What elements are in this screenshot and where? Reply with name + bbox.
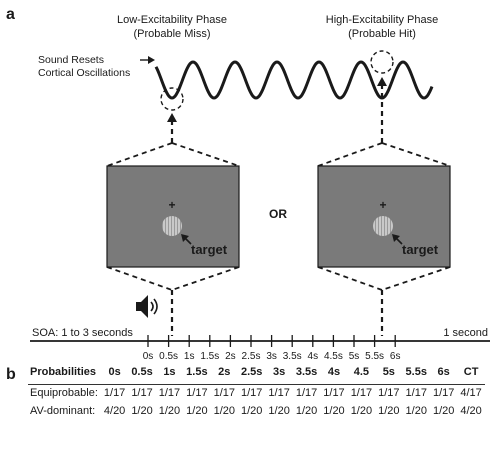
- table-cell: 1/20: [158, 405, 181, 417]
- table-header-cell: 0s: [108, 366, 121, 378]
- table-header-cell: 6s: [437, 366, 450, 378]
- table-cell: 1/20: [405, 405, 427, 417]
- panel-b-letter: b: [6, 366, 16, 383]
- probability-table-wrap: Probabilities 0s 0.5s 1s 1.5s 2s 2.5s 3s 3.5s 4s 4…: [28, 366, 485, 421]
- soa-label: SOA: 1 to 3 seconds: [32, 327, 133, 339]
- table-header-cell: CT: [463, 366, 479, 378]
- low-phase-circle: [160, 87, 184, 111]
- table-cell: 1/17: [350, 387, 373, 399]
- table-cell: 1/17: [186, 387, 208, 399]
- table-cell: 1/17: [213, 387, 235, 399]
- row-label: AV-dominant:: [30, 405, 96, 417]
- reset-label-line1: Sound Resets: [38, 54, 104, 66]
- low-phase-arrow: [167, 113, 177, 143]
- table-cell: 1/20: [295, 405, 318, 417]
- table-header-cell: 1s: [163, 366, 176, 378]
- timeline-tick-label: 1.5s: [200, 351, 219, 362]
- high-phase-subtitle: (Probable Hit): [348, 28, 416, 40]
- timeline-tick-label: 6s: [390, 351, 401, 362]
- table-header-cell: 3.5s: [295, 366, 318, 378]
- timeline-tick-label: 0s: [143, 351, 154, 362]
- speaker-icon: [136, 295, 158, 318]
- table-cell: 1/20: [131, 405, 153, 417]
- table-cell: 1/20: [432, 405, 455, 417]
- table-cell: 1/20: [378, 405, 400, 417]
- end-interval-label: 1 second: [443, 327, 488, 339]
- timeline-tick-label: 4s: [308, 351, 319, 362]
- right-target-label: target: [402, 242, 439, 257]
- table-header-cell: 1.5s: [186, 366, 208, 378]
- table-header-cell: 3s: [273, 366, 286, 378]
- table-cell: 1/17: [268, 387, 290, 399]
- left-fixation-cross: +: [168, 198, 175, 212]
- table-header-cell: 4s: [327, 366, 341, 378]
- oscillation-wave: [154, 60, 434, 100]
- table-cell: 4/20: [460, 405, 482, 417]
- reset-arrow: [140, 56, 155, 64]
- timeline-tick-label: 1s: [184, 351, 195, 362]
- table-header-cell: 5.5s: [405, 366, 427, 378]
- table-cell: 1/17: [241, 387, 263, 399]
- table-header-row: Probabilities 0s 0.5s 1s 1.5s 2s 2.5s 3s 3.5s 4s 4…: [28, 366, 485, 385]
- table-cell: 4/17: [460, 387, 482, 399]
- left-target-label: target: [191, 242, 228, 257]
- table-cell: 1/17: [378, 387, 400, 399]
- table-cell: 1/17: [323, 387, 345, 399]
- timeline-tick-label: 3.5s: [283, 351, 302, 362]
- table-cell: 1/17: [295, 387, 318, 399]
- timeline-tick-label: 5s: [349, 351, 360, 362]
- table-header-cell: 5s: [382, 366, 395, 378]
- reset-label-line2: Cortical Oscillations: [38, 67, 130, 79]
- low-phase-subtitle: (Probable Miss): [133, 28, 210, 40]
- timeline-tick-label: 4.5s: [324, 351, 343, 362]
- high-phase-title: High-Excitability Phase: [326, 14, 439, 26]
- row-label: Equiprobable:: [30, 387, 98, 399]
- table-cell: 1/17: [432, 387, 455, 399]
- table-cell: 4/20: [103, 405, 126, 417]
- timeline-tick-label: 2.5s: [242, 351, 261, 362]
- table-cell: 1/20: [350, 405, 373, 417]
- high-phase-circle: [370, 50, 394, 74]
- table-cell: 1/20: [268, 405, 290, 417]
- table-row: AV-dominant: 4/20 1/20 1/20 1/20 1/20 1/20 1/20…: [28, 403, 485, 421]
- timeline-tick-label: 5.5s: [365, 351, 384, 362]
- table-cell: 1/20: [323, 405, 345, 417]
- high-phase-arrow: [377, 77, 387, 143]
- table-header-cell: 4.5: [353, 366, 370, 378]
- right-fixation-cross: +: [379, 198, 386, 212]
- table-header-cell: 2.5s: [241, 366, 263, 378]
- probability-table: Probabilities 0s 0.5s 1s 1.5s 2s 2.5s 3s 3.5s 4s 4…: [28, 366, 485, 421]
- right-target-arrow: [392, 234, 403, 245]
- table-header-cell: 0.5s: [131, 366, 153, 378]
- timeline-tick-label: 3s: [266, 351, 277, 362]
- table-cell: 1/17: [158, 387, 181, 399]
- table-cell: 1/17: [405, 387, 427, 399]
- right-target-patch: [373, 216, 393, 236]
- table-header-label: Probabilities: [30, 366, 97, 378]
- left-screen-zoom: [106, 142, 240, 291]
- timeline-tick-label: 0.5s: [159, 351, 178, 362]
- timeline-ticks: 0s 0.5s 1s 1.5s 2s 2.5s 3s 3.5s 4s 4.5s 5s 5.5s 6s: [143, 335, 401, 362]
- right-screen-zoom: [317, 142, 451, 291]
- task-diagram: Low-Excitability Phase (Probable Miss) H…: [30, 14, 490, 362]
- left-target-patch: [162, 216, 182, 236]
- table-row: Equiprobable: 1/17 1/17 1/17 1/17 1/17 1/17 1/1…: [28, 385, 485, 404]
- table-header-cell: 2s: [218, 366, 231, 378]
- or-label: OR: [269, 207, 287, 221]
- table-cell: 1/17: [131, 387, 153, 399]
- table-cell: 1/17: [103, 387, 126, 399]
- low-phase-title: Low-Excitability Phase: [117, 14, 227, 26]
- left-target-arrow: [181, 234, 192, 245]
- panel-a-letter: a: [6, 6, 15, 23]
- table-body: Equiprobable: 1/17 1/17 1/17 1/17 1/17 1/17 1/1…: [28, 385, 485, 422]
- timeline-tick-label: 2s: [225, 351, 236, 362]
- table-cell: 1/20: [186, 405, 208, 417]
- table-cell: 1/20: [241, 405, 263, 417]
- table-cell: 1/20: [213, 405, 235, 417]
